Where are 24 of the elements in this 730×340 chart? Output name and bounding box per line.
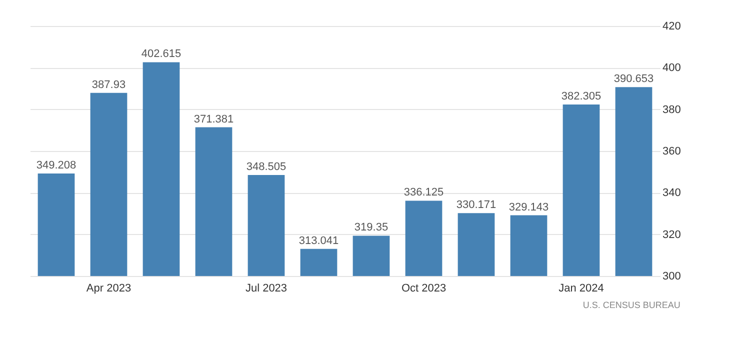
y-tick-label: 360 bbox=[662, 146, 681, 158]
data-label: 402.615 bbox=[141, 48, 182, 60]
data-label: 390.653 bbox=[614, 73, 654, 86]
y-tick-label: 340 bbox=[662, 187, 681, 200]
data-label: 382.305 bbox=[561, 90, 602, 103]
data-label: 348.505 bbox=[246, 160, 286, 173]
data-label: 319.35 bbox=[354, 222, 388, 234]
data-label: 336.125 bbox=[404, 186, 444, 199]
x-tick-label: Apr 2023 bbox=[86, 282, 132, 294]
y-tick-label: 420 bbox=[662, 20, 681, 32]
y-tick-label: 320 bbox=[662, 228, 681, 241]
x-tick-label: Oct 2023 bbox=[401, 282, 446, 294]
text: U.S. CENSUS BUREAU bbox=[582, 300, 680, 310]
x-tick-label: Jul 2023 bbox=[245, 282, 288, 294]
data-label: 387.93 bbox=[92, 78, 126, 91]
y-tick-label: 400 bbox=[662, 62, 681, 74]
x-tick-label: Jan 2024 bbox=[558, 282, 604, 294]
data-label: 349.208 bbox=[36, 159, 76, 172]
data-label: 329.143 bbox=[508, 201, 549, 214]
data-label: 371.381 bbox=[194, 113, 234, 126]
y-tick-label: 380 bbox=[662, 104, 681, 116]
y-tick-label: 300 bbox=[662, 270, 681, 282]
data-label: 330.171 bbox=[456, 199, 496, 212]
data-label: 313.041 bbox=[298, 234, 339, 247]
